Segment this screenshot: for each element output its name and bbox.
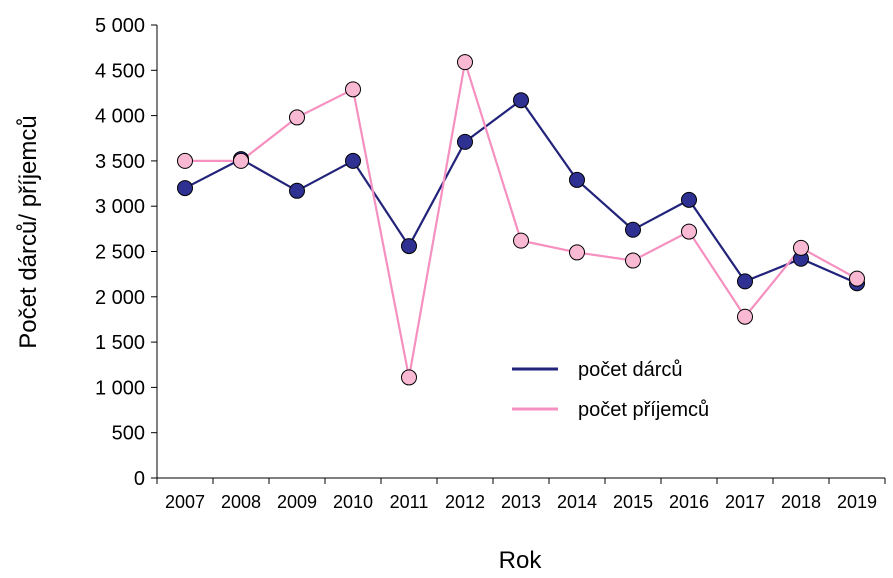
- data-point-series-2: [737, 308, 753, 325]
- y-tick-label: 3 500: [95, 151, 145, 173]
- x-tick-label: 2012: [445, 492, 485, 512]
- x-tick-label: 2008: [221, 492, 261, 512]
- data-point-series-1: [289, 182, 305, 199]
- data-point-series-2: [457, 54, 473, 71]
- y-tick-label: 2 500: [95, 242, 145, 264]
- series-layer: [177, 54, 865, 386]
- data-point-series-1: [513, 92, 529, 109]
- y-tick-label: 1 000: [95, 377, 145, 399]
- y-tick-label: 5 000: [95, 15, 145, 37]
- data-point-series-2: [345, 81, 361, 98]
- x-tick-label: 2015: [613, 492, 653, 512]
- y-axis-title: Počet dárců/ příjemců: [15, 115, 42, 348]
- y-tick-label: 0: [134, 468, 145, 490]
- data-point-series-2: [681, 223, 697, 240]
- data-point-series-2: [513, 232, 529, 249]
- x-tick-label: 2014: [557, 492, 597, 512]
- x-tick-label: 2016: [669, 492, 709, 512]
- x-tick-label: 2007: [165, 492, 205, 512]
- y-tick-label: 500: [112, 423, 145, 445]
- data-point-series-2: [401, 369, 417, 386]
- legend-label-1: počet dárců: [578, 359, 683, 381]
- data-point-series-1: [345, 152, 361, 169]
- y-tick-label: 3 000: [95, 196, 145, 218]
- x-tick-label: 2013: [501, 492, 541, 512]
- data-point-series-2: [569, 244, 585, 261]
- series-line-1: [184, 98, 858, 285]
- y-tick-label: 4 000: [95, 106, 145, 128]
- y-tick-label: 4 500: [95, 60, 145, 82]
- x-tick-label: 2017: [725, 492, 765, 512]
- data-point-series-1: [569, 171, 585, 188]
- data-point-series-1: [177, 180, 193, 197]
- x-axis: 2007 2008 2009 2010 2011 2012 2013 2014 2015 2016…: [156, 477, 886, 512]
- x-tick-label: 2011: [390, 492, 429, 512]
- x-axis-title: Rok: [499, 547, 543, 574]
- y-tick-label: 2 000: [95, 287, 145, 309]
- data-point-series-2: [793, 239, 809, 256]
- x-tick-label: 2018: [781, 492, 821, 512]
- x-tick-label: 2010: [333, 492, 373, 512]
- data-point-series-1: [401, 238, 417, 255]
- x-tick-label: 2009: [277, 492, 317, 512]
- data-point-series-2: [289, 109, 305, 126]
- y-tick-label: 1 500: [95, 332, 145, 354]
- legend-label-2: počet příjemců: [578, 399, 709, 421]
- data-point-series-1: [681, 191, 697, 208]
- legend: počet dárců počet příjemců: [512, 359, 709, 421]
- y-axis: 0 500 1 000 1 500 2 000 2 500 3 000 3 500 4 000 4…: [95, 15, 158, 490]
- data-point-series-1: [737, 273, 753, 290]
- data-point-series-1: [457, 133, 473, 150]
- data-point-series-1: [625, 221, 641, 238]
- series-line-2: [185, 61, 858, 378]
- data-point-series-2: [849, 270, 865, 287]
- data-point-series-2: [233, 152, 249, 169]
- data-point-series-2: [625, 252, 641, 269]
- data-point-series-2: [177, 152, 193, 169]
- x-tick-label: 2019: [837, 492, 877, 512]
